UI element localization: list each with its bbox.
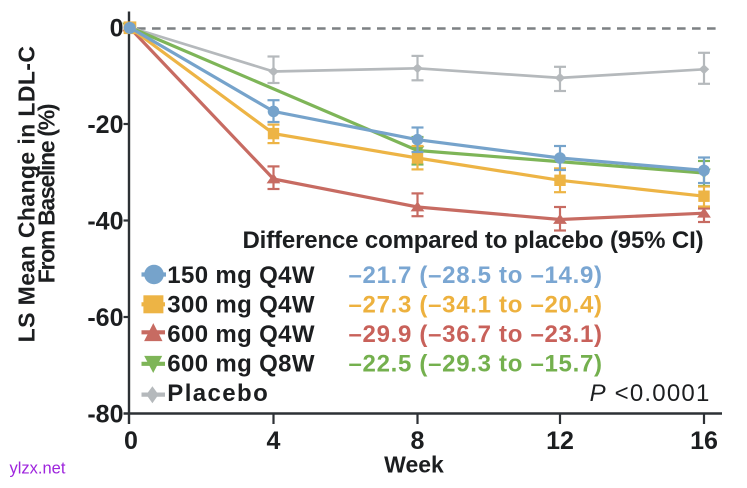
svg-text:–21.7 (–28.5 to –14.9): –21.7 (–28.5 to –14.9) xyxy=(349,262,603,289)
svg-text:Placebo: Placebo xyxy=(167,380,269,407)
svg-text:ylzx.net: ylzx.net xyxy=(10,460,66,478)
svg-text:0: 0 xyxy=(110,15,124,43)
svg-text:150 mg Q4W: 150 mg Q4W xyxy=(167,262,315,289)
svg-text:P <0.0001: P <0.0001 xyxy=(590,380,711,407)
svg-text:300 mg Q4W: 300 mg Q4W xyxy=(167,292,315,319)
svg-text:0: 0 xyxy=(124,427,138,455)
svg-text:600 mg Q8W: 600 mg Q8W xyxy=(167,351,315,378)
svg-text:LS Mean Change in LDL-C: LS Mean Change in LDL-C xyxy=(14,46,40,343)
svg-text:600 mg Q4W: 600 mg Q4W xyxy=(167,321,315,348)
svg-text:-20: -20 xyxy=(87,111,123,139)
svg-text:-60: -60 xyxy=(87,304,123,332)
svg-text:8: 8 xyxy=(411,427,425,455)
svg-text:-40: -40 xyxy=(87,208,123,236)
svg-text:12: 12 xyxy=(546,427,574,455)
svg-text:-80: -80 xyxy=(87,401,123,429)
svg-text:4: 4 xyxy=(267,427,281,455)
svg-text:Week: Week xyxy=(384,452,444,478)
svg-text:–27.3 (–34.1 to –20.4): –27.3 (–34.1 to –20.4) xyxy=(349,292,603,319)
svg-text:–22.5 (–29.3 to –15.7): –22.5 (–29.3 to –15.7) xyxy=(349,351,603,378)
svg-text:Difference compared to placebo: Difference compared to placebo (95% CI) xyxy=(243,227,704,254)
svg-text:From Baseline (%): From Baseline (%) xyxy=(34,104,60,283)
svg-text:16: 16 xyxy=(690,427,718,455)
svg-text:–29.9 (–36.7 to –23.1): –29.9 (–36.7 to –23.1) xyxy=(349,321,603,348)
